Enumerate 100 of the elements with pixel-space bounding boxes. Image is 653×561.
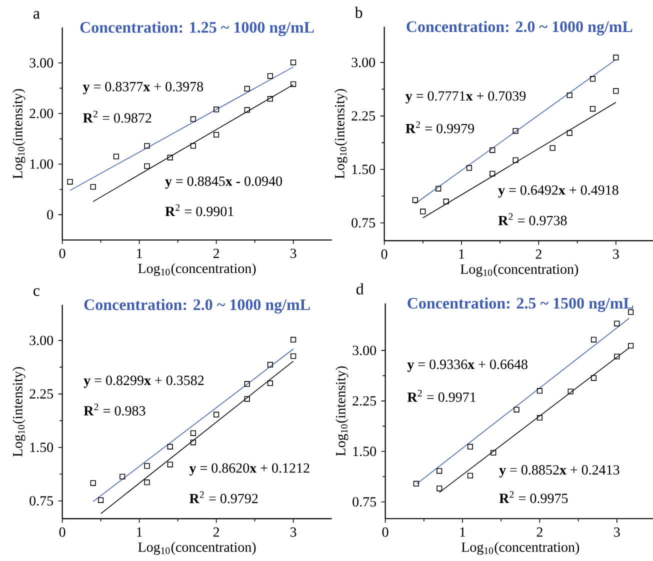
- annotation: y = 0.8852x + 0.2413: [499, 465, 620, 478]
- point: [290, 81, 296, 87]
- point: [90, 480, 96, 486]
- point: [512, 128, 518, 134]
- annotation: y = 0.8299x + 0.3582: [84, 376, 204, 388]
- point: [590, 336, 597, 342]
- point: [190, 440, 196, 446]
- point: [113, 154, 119, 160]
- point: [436, 468, 442, 474]
- point: [244, 381, 250, 387]
- point: [190, 143, 196, 149]
- y-tick-label: 2.00: [30, 108, 54, 118]
- x-tick-label: 1: [459, 249, 464, 259]
- point: [244, 86, 250, 92]
- point: [614, 354, 620, 360]
- point: [290, 336, 296, 343]
- point: [144, 163, 150, 169]
- x-tick-label: 3: [614, 527, 620, 537]
- annotation: R$^{2}$ = 0.9901: [165, 204, 234, 216]
- point: [90, 184, 96, 190]
- point: [512, 157, 518, 163]
- x-tick-label: 1: [137, 248, 142, 258]
- point: [244, 107, 250, 113]
- point: [466, 165, 472, 171]
- annotation: y = 0.8620x + 0.1212: [189, 463, 310, 476]
- x-axis-title: Log$_{10}$(concentration): [138, 263, 256, 276]
- point: [167, 444, 173, 450]
- point: [420, 208, 426, 214]
- point: [267, 362, 273, 368]
- x-tick-label: 0: [59, 527, 66, 537]
- x-tick-label: 3: [290, 248, 296, 258]
- x-tick-label: 1: [460, 527, 466, 537]
- y-axis-title: Log$_{10}$(intensity): [336, 366, 348, 456]
- point: [214, 412, 220, 418]
- point: [244, 396, 250, 402]
- point: [550, 145, 556, 151]
- y-tick-label: 1.50: [30, 442, 54, 452]
- x-tick-label: 2: [536, 527, 542, 537]
- point: [267, 380, 273, 386]
- annotation: y = 0.8377x + 0.3978: [82, 82, 204, 94]
- point: [290, 353, 296, 359]
- y-tick-label: 3.00: [352, 58, 376, 68]
- y-axis-title: Log$_{10}$(intensity): [334, 89, 348, 179]
- y-tick-label: 0.75: [30, 496, 54, 506]
- point: [490, 170, 496, 176]
- point: [167, 462, 173, 468]
- x-axis-title: Log$_{10}$(concentration): [138, 542, 256, 555]
- chart-title: Concentration: 2.0 ~ 1000 ng/mL: [84, 298, 310, 314]
- chart-title: Concentration: 2.0 ~ 1000 ng/mL: [406, 20, 632, 36]
- x-tick-label: 2: [213, 248, 220, 258]
- annotation: y = 0.7771x + 0.7039: [406, 91, 526, 104]
- text: c: [34, 288, 40, 296]
- annotation: y = 0.6492x + 0.4918: [498, 185, 618, 198]
- annotation: y = 0.9336x + 0.6648: [407, 360, 528, 372]
- x-tick-label: 0: [59, 248, 66, 258]
- y-tick-label: 0.75: [352, 497, 376, 507]
- y-tick-label: 1.00: [30, 159, 54, 169]
- x-tick-label: 1: [137, 527, 142, 537]
- point: [490, 147, 496, 153]
- x-axis-title: Log$_{10}$(concentration): [462, 542, 580, 555]
- point: [590, 106, 596, 112]
- annotation: R$^{2}$ = 0.9975: [499, 491, 568, 504]
- y-tick-label: 1.50: [352, 164, 376, 174]
- point: [412, 197, 418, 203]
- text: a: [33, 11, 40, 19]
- point: [514, 406, 520, 412]
- x-tick-label: 0: [382, 527, 388, 537]
- point: [590, 375, 597, 381]
- y-tick-label: 1.50: [353, 446, 376, 456]
- point: [566, 130, 572, 136]
- annotation: R$^{2}$ = 0.9971: [407, 390, 476, 402]
- annotation: R$^{2}$ = 0.9872: [83, 110, 152, 123]
- point: [144, 480, 150, 486]
- point: [190, 430, 196, 436]
- y-tick-label: 2.25: [352, 111, 376, 121]
- annotation: R$^{2}$ = 0.9792: [189, 491, 258, 504]
- x-tick-label: 3: [613, 249, 619, 259]
- text: b: [354, 6, 362, 18]
- point: [98, 497, 104, 503]
- x-tick-label: 0: [381, 249, 388, 259]
- y-tick-label: 2.25: [30, 389, 54, 399]
- point: [613, 88, 619, 94]
- annotation: R$^{2}$ = 0.9979: [406, 121, 474, 134]
- point: [267, 96, 273, 102]
- chart-title: Concentration: 2.5 ~ 1500 ng/mL: [408, 297, 634, 312]
- y-axis-title: Log$_{10}$(intensity): [12, 367, 26, 457]
- point: [536, 414, 543, 421]
- y-tick-label: 0.75: [352, 218, 376, 228]
- point: [566, 92, 572, 98]
- point: [568, 388, 574, 394]
- x-axis-title: Log$_{10}$(concentration): [460, 264, 578, 277]
- point: [290, 60, 296, 66]
- point: [67, 179, 73, 185]
- annotation: R$^{2}$ = 0.983: [84, 404, 146, 416]
- x-tick-label: 3: [290, 527, 296, 537]
- point: [467, 444, 474, 450]
- point: [144, 143, 150, 149]
- chart-title: Concentration: 1.25 ~ 1000 ng/mL: [80, 22, 314, 36]
- y-tick-label: 2.25: [352, 396, 376, 406]
- point: [120, 474, 126, 480]
